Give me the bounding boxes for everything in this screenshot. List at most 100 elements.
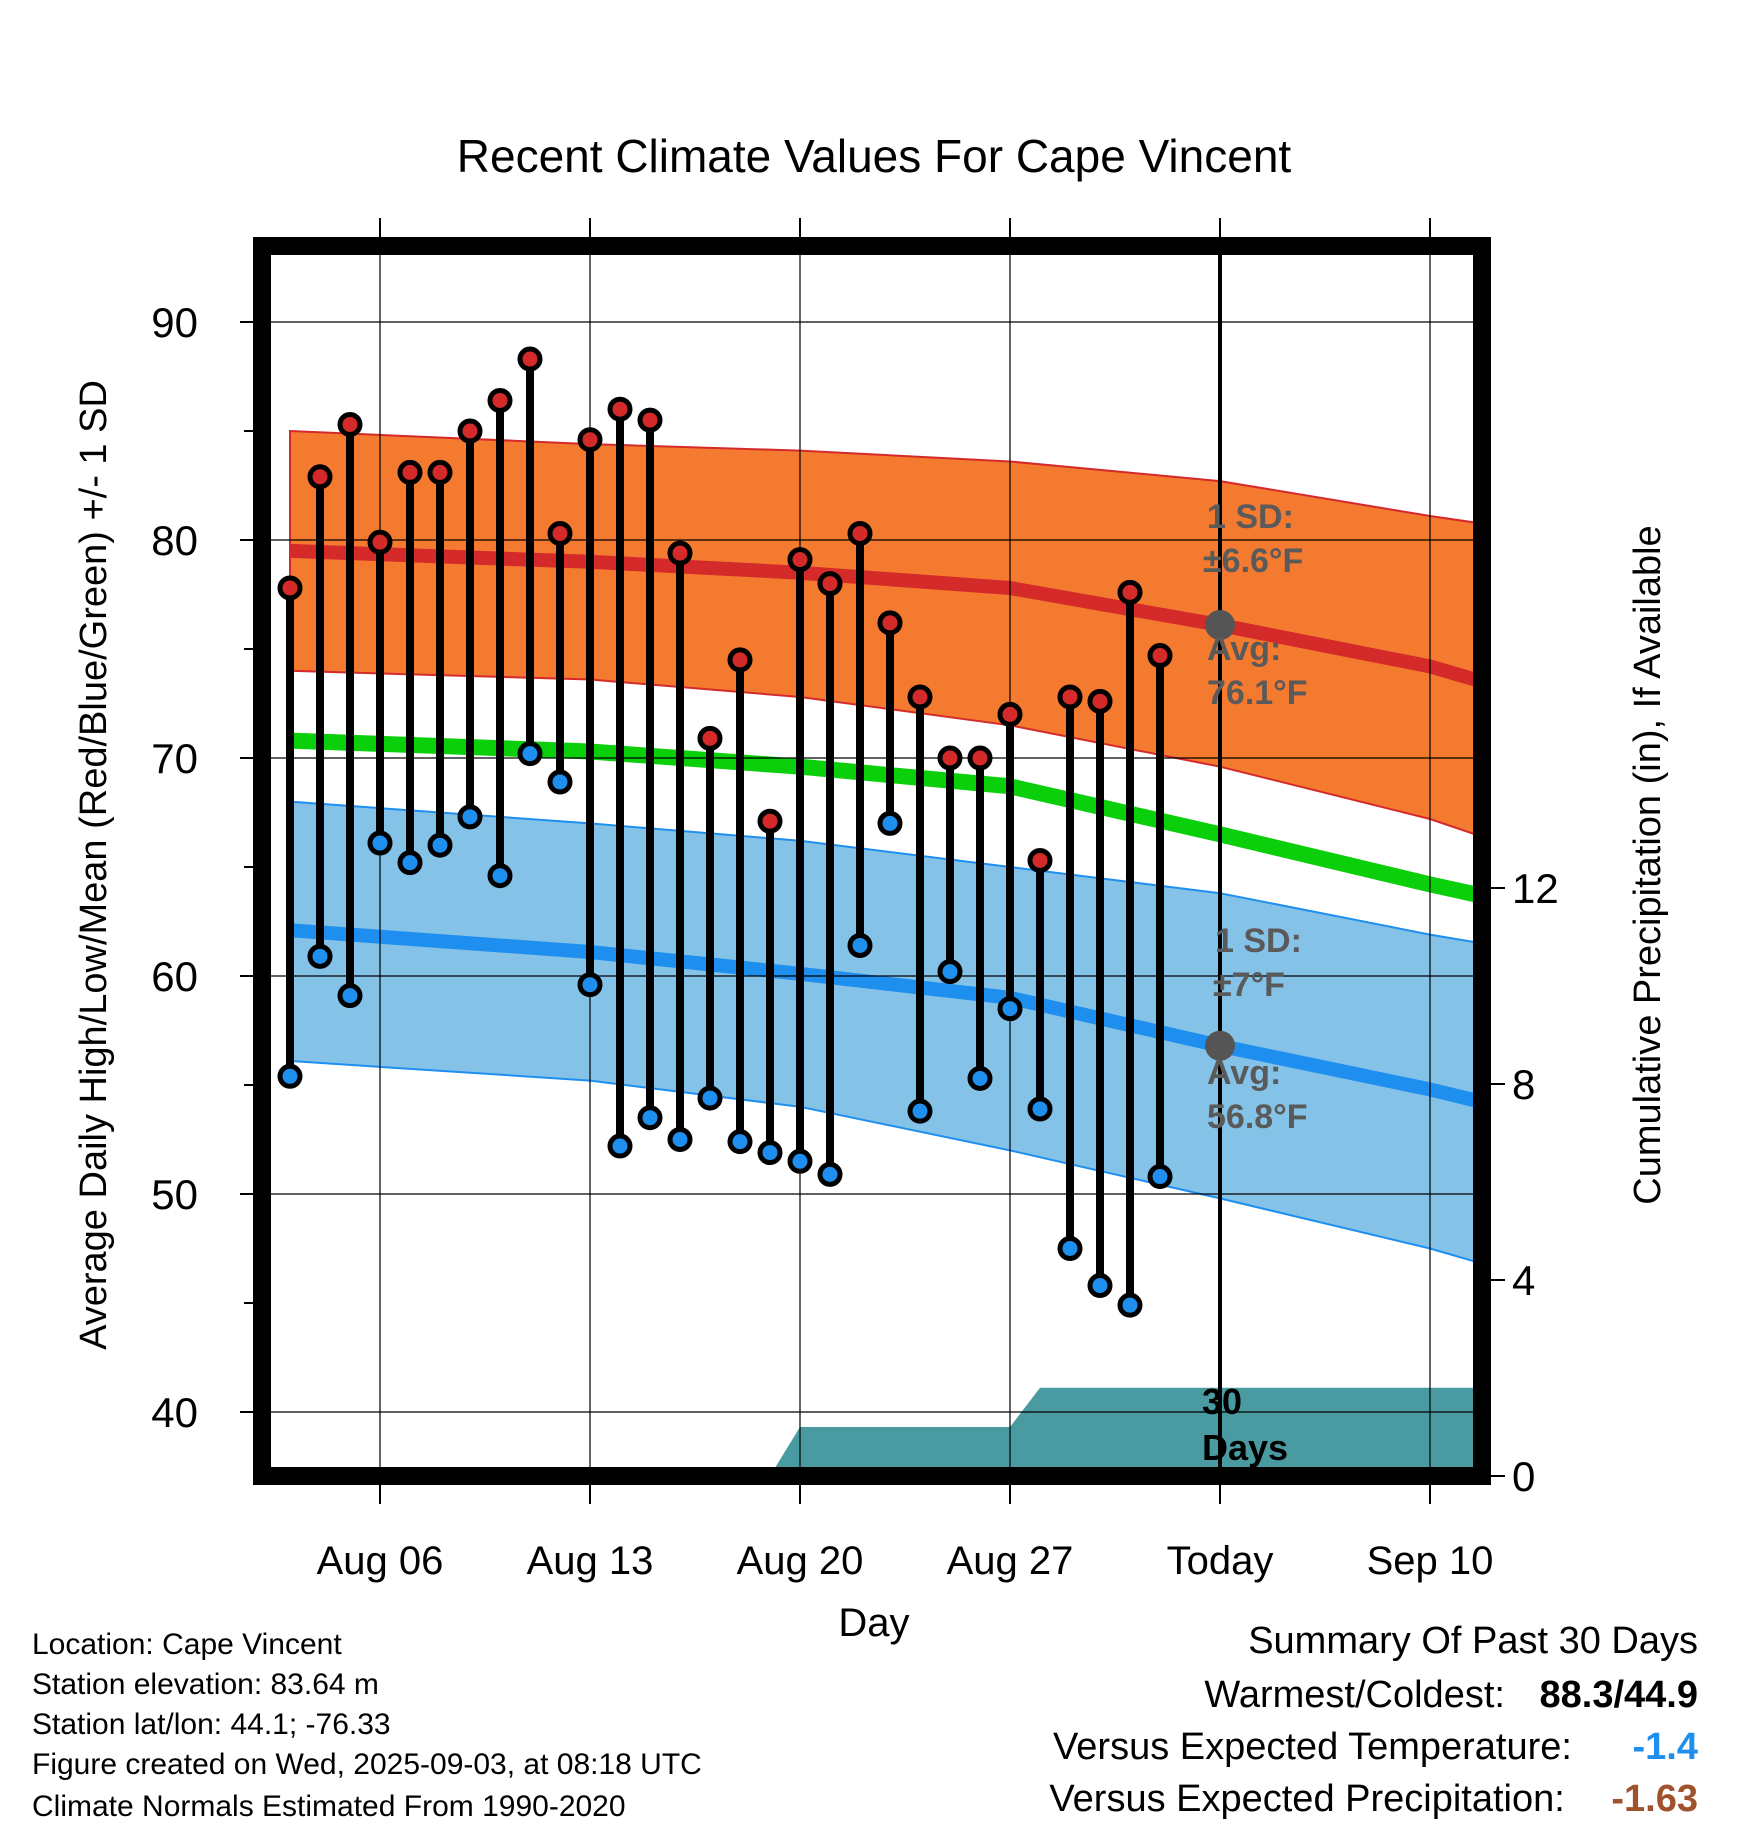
daily-high-point: [1087, 688, 1113, 714]
daily-low-point: [577, 972, 603, 998]
summary-warmest-coldest: Warmest/Coldest: 88.3/44.9: [1204, 1674, 1698, 1717]
chart-title: Recent Climate Values For Cape Vincent: [457, 130, 1292, 182]
summary-precipitation: Versus Expected Precipitation: -1.63: [1049, 1778, 1698, 1821]
info-latlon: Station lat/lon: 44.1; -76.33: [32, 1708, 391, 1741]
daily-low-point: [997, 996, 1023, 1022]
plot-clip-group: [262, 246, 1482, 1476]
cumulative-precip-area: [290, 1387, 1482, 1476]
y-tick-label: 80: [151, 517, 198, 564]
info-location: Location: Cape Vincent: [32, 1628, 342, 1661]
daily-high-point: [307, 464, 333, 490]
summary-temperature-label: Versus Expected Temperature:: [1053, 1726, 1572, 1768]
low-sd-annotation-value: ±7°F: [1213, 966, 1285, 1004]
daily-high-point: [937, 745, 963, 771]
low-avg-annotation-value: 56.8°F: [1207, 1098, 1308, 1136]
x-axis-label: Day: [838, 1601, 909, 1645]
daily-high-point: [427, 459, 453, 485]
daily-high-point: [1117, 579, 1143, 605]
daily-high-point: [277, 575, 303, 601]
y2-axis-label: Cumulative Precipitation (in), If Availa…: [1627, 525, 1669, 1204]
y-axis-label: Average Daily High/Low/Mean (Red/Blue/Gr…: [73, 380, 115, 1350]
high-sd-annotation-value: ±6.6°F: [1203, 542, 1303, 580]
daily-low-point: [697, 1085, 723, 1111]
daily-low-point: [367, 830, 393, 856]
daily-low-point: [307, 943, 333, 969]
daily-high-point: [367, 529, 393, 555]
daily-high-point: [997, 701, 1023, 727]
daily-low-point: [907, 1098, 933, 1124]
daily-high-point: [847, 520, 873, 546]
info-elevation: Station elevation: 83.64 m: [32, 1668, 379, 1701]
daily-low-point: [1057, 1236, 1083, 1261]
daily-high-point: [1147, 643, 1173, 669]
daily-low-point: [787, 1148, 813, 1174]
daily-high-point: [727, 647, 753, 673]
info-created: Figure created on Wed, 2025-09-03, at 08…: [32, 1748, 702, 1781]
daily-low-point: [397, 850, 423, 876]
x-tick-label: Today: [1167, 1539, 1274, 1583]
daily-high-point: [697, 725, 723, 751]
y2-tick-label: 8: [1512, 1061, 1535, 1108]
daily-low-point: [1117, 1292, 1143, 1318]
daily-high-point: [907, 684, 933, 710]
x-tick-label: Aug 27: [947, 1539, 1074, 1583]
y2-tick-label: 12: [1512, 865, 1559, 912]
summary-precipitation-value: -1.63: [1611, 1778, 1698, 1820]
precip-window-label-line1: 30: [1202, 1381, 1242, 1422]
daily-high-point: [607, 396, 633, 422]
plot-area: 1 SD: ±6.6°F Avg: 76.1°F 1 SD: ±7°F Avg: 56.8°F…: [151, 218, 1559, 1583]
precip-window-label-line2: Days: [1202, 1427, 1288, 1468]
daily-low-point: [937, 959, 963, 985]
x-tick-label: Aug 20: [737, 1539, 864, 1583]
daily-high-point: [1057, 684, 1083, 710]
daily-low-point: [1147, 1164, 1173, 1190]
daily-high-point: [457, 418, 483, 444]
daily-high-point: [547, 520, 573, 546]
high-sd-annotation-label: 1 SD:: [1207, 498, 1294, 536]
daily-low-point: [607, 1133, 633, 1159]
x-tick-label: Aug 13: [527, 1539, 654, 1583]
daily-low-point: [1087, 1273, 1113, 1299]
y-tick-label: 50: [151, 1171, 198, 1218]
high-avg-annotation-value: 76.1°F: [1207, 674, 1308, 712]
summary-temperature: Versus Expected Temperature: -1.4: [1053, 1726, 1698, 1769]
info-normals: Climate Normals Estimated From 1990-2020: [32, 1790, 626, 1823]
daily-high-point: [517, 346, 543, 372]
daily-high-point: [577, 427, 603, 453]
daily-high-point: [757, 808, 783, 834]
daily-low-point: [667, 1127, 693, 1152]
low-avg-annotation-label: Avg:: [1207, 1054, 1281, 1092]
daily-high-point: [637, 407, 663, 433]
daily-low-point: [847, 932, 873, 958]
daily-low-point: [757, 1140, 783, 1166]
daily-high-point: [967, 745, 993, 771]
y2-tick-label: 4: [1512, 1257, 1535, 1304]
y2-tick-label: 0: [1512, 1453, 1535, 1500]
daily-high-point: [1027, 847, 1053, 873]
daily-low-point: [337, 983, 363, 1009]
high-sd-band: [289, 429, 1482, 838]
daily-low-point: [817, 1161, 843, 1187]
x-tick-label: Aug 06: [317, 1539, 444, 1583]
daily-low-point: [277, 1063, 303, 1089]
daily-low-point: [727, 1129, 753, 1155]
daily-high-point: [817, 571, 843, 597]
daily-low-point: [637, 1105, 663, 1131]
high-avg-annotation-label: Avg:: [1207, 630, 1281, 668]
summary-warmest-coldest-label: Warmest/Coldest:: [1204, 1674, 1505, 1716]
low-sd-band: [289, 800, 1482, 1265]
daily-low-point: [517, 741, 543, 767]
y-tick-label: 70: [151, 735, 198, 782]
summary-precipitation-label: Versus Expected Precipitation:: [1049, 1778, 1565, 1820]
daily-low-point: [487, 863, 513, 889]
daily-low-point: [1027, 1096, 1053, 1122]
daily-high-point: [337, 411, 363, 437]
plot-frame: [253, 237, 1491, 1485]
daily-high-point: [877, 610, 903, 636]
daily-high-point: [787, 547, 813, 573]
today-avg-high-marker: [1205, 610, 1235, 641]
summary-title: Summary Of Past 30 Days: [1248, 1620, 1698, 1662]
y-tick-label: 60: [151, 953, 198, 1000]
summary-temperature-value: -1.4: [1632, 1726, 1698, 1768]
